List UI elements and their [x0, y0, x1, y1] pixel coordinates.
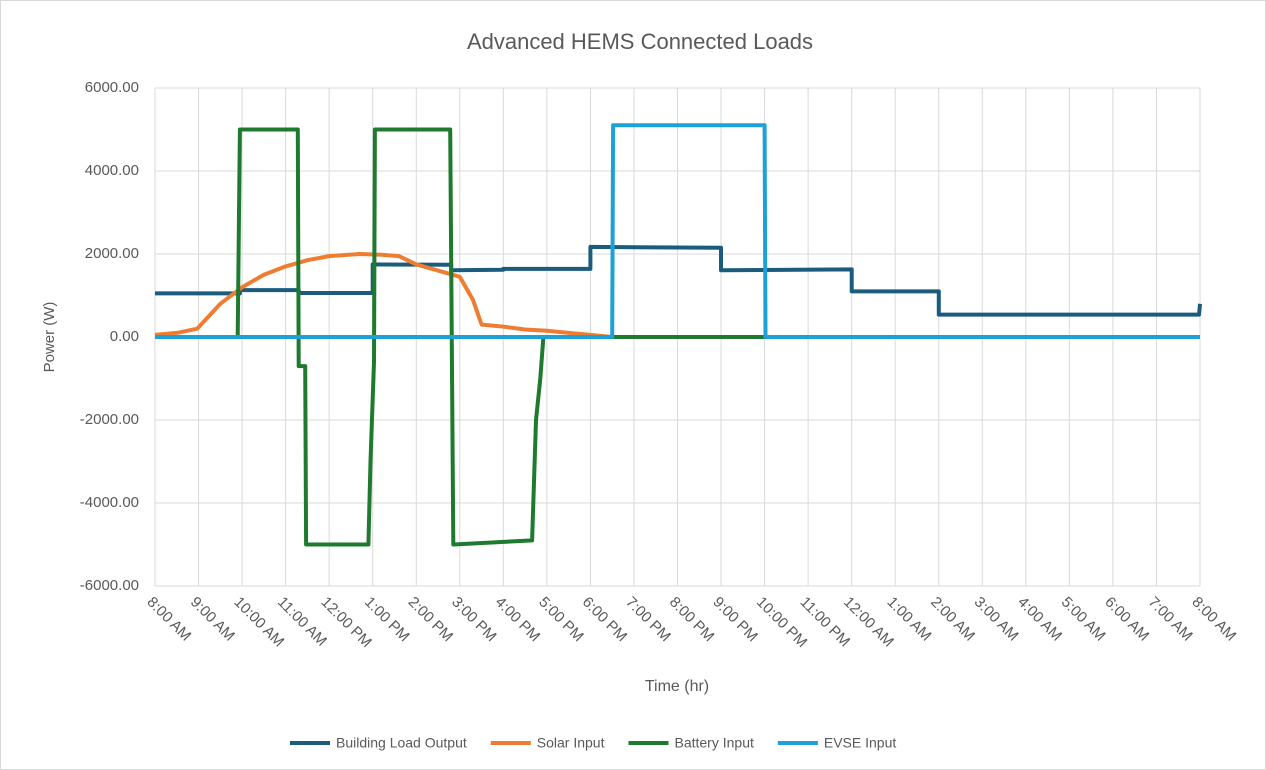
y-tick-label: 0.00	[110, 328, 139, 345]
y-tick-label: -6000.00	[80, 577, 139, 594]
series-line	[155, 127, 1200, 547]
legend-label: EVSE Input	[824, 735, 896, 751]
series-line	[155, 123, 1200, 339]
legend-label: Battery Input	[674, 735, 753, 751]
y-tick-label: -4000.00	[80, 494, 139, 511]
chart-title: Advanced HEMS Connected Loads	[467, 29, 813, 54]
legend-label: Building Load Output	[336, 735, 467, 751]
y-axis-label: Power (W)	[41, 302, 58, 373]
legend-label: Solar Input	[537, 735, 605, 751]
y-tick-label: -2000.00	[80, 411, 139, 428]
y-tick-label: 4000.00	[85, 162, 139, 179]
y-tick-label: 6000.00	[85, 79, 139, 96]
y-tick-label: 2000.00	[85, 245, 139, 262]
x-axis-label: Time (hr)	[645, 678, 709, 695]
